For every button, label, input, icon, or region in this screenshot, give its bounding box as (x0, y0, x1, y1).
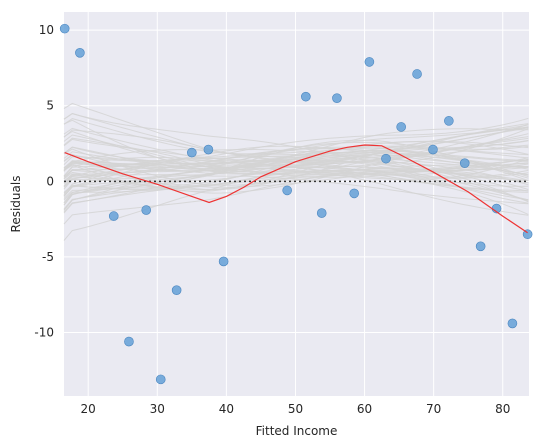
residual-point (522, 229, 533, 240)
bootstrap-curve (63, 159, 529, 175)
lowess-smooth-line (64, 144, 528, 234)
residual-point (141, 205, 152, 215)
bootstrap-curve (63, 126, 529, 183)
y-tick-label: 0 (46, 174, 54, 188)
residual-point (349, 188, 359, 199)
x-tick-label: 30 (150, 402, 165, 416)
residual-point (203, 144, 214, 155)
bootstrap-curve (63, 165, 529, 211)
residual-point (364, 57, 375, 67)
residual-point (301, 91, 311, 102)
residual-point (428, 144, 438, 155)
residual-point (187, 147, 197, 158)
residual-point (475, 241, 486, 252)
residual-point (507, 318, 518, 329)
bootstrap-curve (63, 126, 529, 171)
residual-point (316, 208, 327, 218)
bootstrap-curve (63, 156, 529, 215)
y-tick-label: 10 (39, 23, 54, 37)
residual-point (155, 374, 166, 385)
bootstrap-curve (63, 146, 529, 181)
residual-point (171, 285, 182, 295)
bootstrap-curve (63, 174, 529, 205)
y-axis-label: Residuals (9, 176, 23, 233)
residual-point (459, 158, 470, 168)
bootstrap-curve (63, 153, 529, 196)
residual-point (444, 116, 454, 126)
residual-point (59, 23, 70, 34)
bootstrap-curve (63, 162, 529, 213)
y-tick-label: -5 (42, 250, 54, 264)
residual-point (218, 256, 229, 267)
residual-point (332, 93, 342, 103)
bootstrap-curve (63, 137, 529, 178)
residual-point (396, 122, 406, 132)
x-tick-label: 50 (288, 402, 303, 416)
x-tick-label: 20 (81, 402, 96, 416)
y-tick-labels: -10 -5 0 5 10 (34, 23, 54, 339)
x-tick-label: 60 (357, 402, 372, 416)
residual-point (75, 48, 85, 58)
residual-point (412, 69, 422, 79)
residual-point (282, 185, 292, 196)
x-tick-labels: 20 30 40 50 60 70 80 (81, 402, 511, 416)
bootstrap-curves (63, 102, 529, 241)
plot-area (64, 12, 529, 396)
residual-points (59, 23, 533, 385)
bootstrap-curve (63, 160, 529, 179)
y-tick-label: -10 (34, 326, 54, 340)
x-tick-label: 40 (219, 402, 234, 416)
y-tick-label: 5 (46, 99, 54, 113)
bootstrap-curve (63, 141, 529, 184)
residual-point (124, 336, 134, 347)
x-tick-label: 70 (426, 402, 441, 416)
bootstrap-curve (63, 149, 529, 181)
residual-point (381, 153, 391, 164)
x-tick-label: 80 (495, 402, 510, 416)
residual-point (108, 211, 119, 221)
x-axis-label: Fitted Income (256, 424, 338, 438)
